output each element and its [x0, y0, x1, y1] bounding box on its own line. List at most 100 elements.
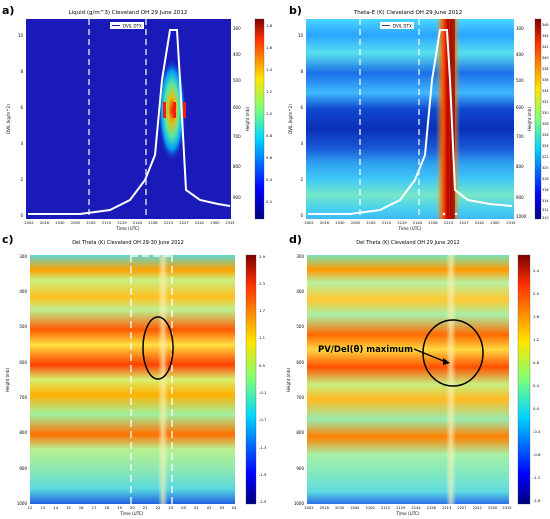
colorbar-ticks: 2.4 2.0 1.6 1.2 0.8 0.4 0.0 -0.4 -0.8 -1…: [533, 268, 541, 503]
colorbar-tick: 324: [542, 144, 548, 148]
y-tick-label-right: 600: [233, 105, 241, 110]
liquid-core: [183, 102, 186, 118]
y-tick-label: 600: [296, 360, 304, 365]
x-ticks: 2002 2016 2030 2045 2100 2115 2129 2144 …: [304, 506, 511, 510]
x-tick-label: 13: [40, 505, 45, 510]
y-tick-label-right: 300: [516, 26, 524, 31]
panel-letter: b): [289, 4, 302, 17]
colorbar-tick: 342: [542, 45, 548, 49]
x-tick-label: 2144: [412, 506, 422, 510]
legend: [380, 22, 414, 29]
x-ticks: 2002 2016 2030 2045 2100 2115 2129 2144 …: [24, 221, 234, 225]
x-tick-label: 02: [207, 505, 212, 510]
x-tick-label: 14: [53, 505, 58, 510]
colorbar-tick: 310: [542, 216, 548, 220]
colorbar-tick: 314: [542, 199, 548, 203]
x-tick-label: 2213: [442, 506, 451, 510]
x-axis-label: Time (UTC): [115, 226, 140, 231]
x-tick-label: 2002: [304, 506, 313, 510]
colorbar-tick: 318: [542, 177, 548, 181]
y-axis-label-left: Height (mb): [5, 368, 10, 392]
x-tick-label: 2115: [381, 506, 390, 510]
colorbar-tick: 344: [542, 34, 548, 38]
y-tick-label: 10: [298, 33, 304, 38]
x-tick-label: 2227: [459, 221, 468, 225]
y-tick-label: 6: [20, 105, 23, 110]
x-tick-label: 2045: [350, 506, 359, 510]
y-tick-label-right: 500: [516, 78, 524, 83]
panel-title: Liquid (g/m^3) Cleveland OH 29 June 2012: [69, 10, 188, 16]
colorbar-tick: -1.3: [259, 445, 267, 450]
y-tick-label-right: 400: [516, 52, 524, 57]
liquid-core: [163, 102, 166, 118]
dvil-line: [28, 29, 231, 215]
y-tick-label: 400: [19, 289, 27, 294]
y-tick-label: 4: [20, 141, 23, 146]
y-tick-label: 900: [19, 466, 27, 471]
x-tick-label: 2030: [55, 221, 65, 225]
y-tick-label: 900: [296, 466, 304, 471]
x-tick-label: 15: [66, 505, 71, 510]
x-tick-label: 2227: [179, 221, 188, 225]
colorbar-tick: 2.0: [533, 291, 540, 296]
colorbar-tick: 340: [542, 56, 548, 60]
x-tick-label: 16: [79, 505, 84, 510]
y-ticks-right: 300 400 500 600 700 800 900 1000: [516, 26, 527, 219]
colorbar-tick: -0.7: [259, 417, 267, 422]
y-axis-label-left: Height (mb): [286, 368, 291, 392]
colorbar-tick: 0.8: [266, 133, 273, 138]
x-tick-label: 2129: [117, 221, 127, 225]
colorbar-tick: 1.1: [259, 335, 266, 340]
panel-letter: c): [2, 233, 14, 246]
colorbar-tick: 0.2: [266, 199, 273, 204]
colorbar-tick: 2.3: [259, 281, 266, 286]
x-tick-label: 19: [117, 505, 122, 510]
y-tick-label-right: 500: [233, 78, 241, 83]
colorbar-tick: 1.6: [533, 314, 540, 319]
y-ticks-left: 10 8 6 4 2 0: [298, 33, 304, 218]
x-tick-label: 2144: [413, 221, 423, 225]
x-ticks: 12 13 14 15 16 17 18 19 20 21 22 23 00 0…: [28, 505, 237, 510]
colorbar: [517, 254, 531, 505]
y-tick-label-right: 800: [516, 164, 524, 169]
y-tick-label: 8: [20, 69, 23, 74]
y-tick-label: 700: [19, 395, 27, 400]
x-tick-label: 2100: [86, 221, 96, 225]
x-tick-label: 2045: [71, 221, 80, 225]
colorbar-tick: 1.2: [266, 89, 273, 94]
colorbar-ticks: 1.8 1.6 1.4 1.2 1.0 0.8 0.6 0.4 0.2: [266, 23, 273, 204]
x-tick-label: 2315: [502, 506, 511, 510]
colorbar-tick: 316: [542, 188, 548, 192]
colorbar-tick: 0.4: [266, 177, 273, 182]
panel-title: Del Theta (K) Cleveland OH 29-30 June 20…: [72, 240, 184, 246]
x-tick-label: 2045: [351, 221, 360, 225]
x-tick-label: 2115: [102, 221, 111, 225]
colorbar-tick: 328: [542, 122, 548, 126]
colorbar-tick: -2.5: [259, 499, 267, 504]
y-axis-label-right: Height (mb): [527, 107, 532, 131]
vertical-streak: [158, 255, 168, 504]
panel-title: Theta-E (K) Cleveland OH 29 June 2012: [353, 10, 462, 16]
plot-area: [307, 255, 509, 504]
x-tick-label: 2016: [320, 221, 330, 225]
colorbar: [534, 18, 542, 220]
x-tick-label: 2300: [210, 221, 220, 225]
colorbar-tick: 330: [542, 111, 548, 115]
x-tick-label: 2100: [366, 506, 376, 510]
panel-title: Del Theta (K) Cleveland OH 29 June 2012: [356, 240, 459, 246]
x-tick-label: 2158: [427, 506, 437, 510]
x-tick-label: 2002: [304, 221, 313, 225]
colorbar-tick: 2.9: [259, 254, 266, 259]
x-tick-label: 00: [181, 505, 186, 510]
x-tick-label: 2242: [475, 221, 484, 225]
x-axis-label: Time (UTC): [397, 226, 422, 231]
x-tick-label: 2144: [133, 221, 143, 225]
y-tick-label-right: 400: [233, 52, 241, 57]
y-ticks-left: 300 400 500 600 700 800 900 1000: [294, 254, 305, 506]
x-tick-label: 21: [143, 505, 148, 510]
legend-label: DVIL DTX: [123, 24, 142, 29]
x-tick-label: 2030: [335, 221, 345, 225]
colorbar-tick: 1.6: [266, 45, 273, 50]
colorbar-tick: 346: [542, 23, 548, 27]
liquid-core: [173, 102, 176, 118]
